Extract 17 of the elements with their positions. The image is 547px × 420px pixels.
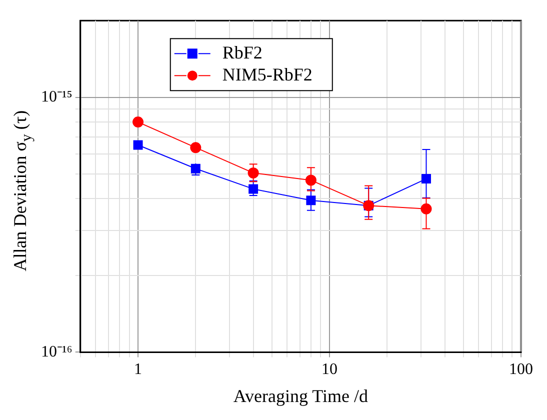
point (133, 140, 143, 150)
point (248, 184, 258, 194)
point (305, 174, 316, 186)
x-axis-title: Averaging Time /d (233, 386, 368, 406)
point (422, 174, 431, 184)
y-tick-label: 10⁻¹⁶ (41, 343, 72, 360)
point (248, 167, 259, 178)
legend-label: RbF2 (222, 42, 262, 62)
point (132, 116, 144, 128)
x-tick-label: 100 (509, 361, 533, 378)
point (420, 203, 432, 214)
x-tick-label: 1 (134, 361, 142, 378)
point (190, 142, 202, 154)
point (306, 196, 316, 206)
x-tick-label: 10 (322, 361, 338, 378)
legend-label: NIM5-RbF2 (222, 64, 312, 84)
y-tick-label: 10⁻¹⁵ (41, 88, 72, 106)
